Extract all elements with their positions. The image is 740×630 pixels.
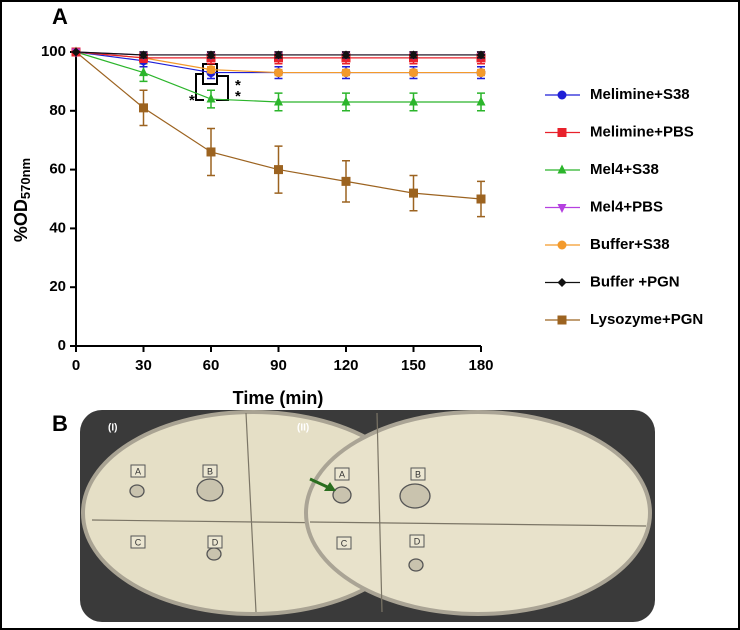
- marker: [206, 65, 216, 75]
- zone: [408, 558, 424, 572]
- y-axis-label: %OD570nm: [11, 158, 34, 242]
- legend-label: Buffer +PGN: [590, 273, 680, 290]
- x-tick-label: 90: [270, 357, 287, 374]
- legend-label: Lysozyme+PGN: [590, 311, 703, 328]
- marker: [409, 188, 418, 198]
- series: [71, 46, 486, 112]
- x-tick-label: 30: [135, 357, 152, 374]
- x-tick-label: 180: [468, 357, 493, 374]
- series: [71, 47, 486, 60]
- arrow-head: [324, 482, 336, 491]
- marker: [274, 68, 283, 78]
- x-tick-label: 0: [72, 357, 80, 374]
- zone: [206, 547, 222, 561]
- quadrant-box: [202, 464, 218, 478]
- marker: [206, 50, 216, 60]
- quadrant-label: C: [341, 538, 348, 548]
- x-tick-label: 150: [401, 357, 426, 374]
- plate-photo: [80, 410, 655, 622]
- quadrant-box: [409, 534, 425, 548]
- quadrant-label: D: [212, 537, 219, 547]
- legend-label: Buffer+S38: [590, 236, 670, 253]
- marker: [341, 96, 351, 106]
- quadrant-label: A: [339, 469, 345, 479]
- marker: [139, 67, 148, 77]
- marker: [557, 278, 567, 287]
- legend-label: Melimine+PBS: [590, 123, 694, 140]
- y-label-sub: 570nm: [18, 158, 33, 199]
- bracket-left: [195, 73, 204, 101]
- marker: [341, 176, 351, 186]
- marker: [341, 68, 351, 78]
- marker: [409, 96, 418, 106]
- y-tick-label: 0: [58, 337, 66, 354]
- plate-label: (I): [108, 423, 117, 434]
- marker: [476, 96, 486, 106]
- marker: [476, 194, 486, 204]
- quadrant-box: [130, 535, 146, 549]
- quadrant-box: [334, 467, 350, 481]
- marker: [139, 50, 148, 60]
- zone: [196, 478, 224, 502]
- zone: [332, 486, 352, 504]
- y-tick-label: 60: [49, 161, 66, 178]
- quadrant-box: [207, 535, 223, 549]
- marker: [274, 96, 283, 106]
- y-tick-label: 80: [49, 102, 66, 119]
- marker: [409, 68, 418, 78]
- annotation: *: [189, 92, 195, 109]
- zones: [129, 478, 431, 572]
- marker: [557, 90, 567, 100]
- zone: [399, 483, 431, 509]
- y-tick-label: 100: [41, 43, 66, 60]
- x-tick-label: 120: [333, 357, 358, 374]
- marker: [274, 165, 283, 175]
- marker: [476, 68, 486, 78]
- plate: [304, 410, 652, 616]
- panel-label: A: [52, 4, 68, 29]
- y-tick-label: 20: [49, 278, 66, 295]
- annotation: *: [235, 88, 241, 105]
- marker: [557, 204, 567, 213]
- marker: [476, 50, 486, 60]
- quadrant-box: [336, 536, 352, 550]
- marker: [206, 147, 216, 157]
- marker: [557, 240, 567, 250]
- marker: [274, 50, 283, 60]
- y-tick-label: 40: [49, 219, 66, 236]
- zone: [129, 484, 145, 498]
- marker: [206, 93, 216, 103]
- quadrant-label: D: [414, 536, 421, 546]
- legend-label: Mel4+PBS: [590, 198, 663, 215]
- x-axis-label: Time (min): [233, 388, 324, 408]
- marker: [557, 315, 567, 325]
- panel-label: B: [52, 411, 68, 436]
- marker: [139, 103, 148, 113]
- quadrant-label: C: [135, 537, 142, 547]
- marker: [71, 47, 81, 57]
- marker: [557, 164, 567, 174]
- y-label-main: %OD: [11, 199, 31, 242]
- quadrant-box: [410, 467, 426, 481]
- marker: [409, 50, 418, 60]
- plate-label: (II): [297, 423, 309, 434]
- x-tick-label: 60: [203, 357, 220, 374]
- annotation: *: [235, 77, 241, 94]
- legend-label: Melimine+S38: [590, 86, 690, 103]
- quadrant-label: B: [207, 466, 213, 476]
- marker: [341, 50, 351, 60]
- plate-divider: [309, 412, 647, 613]
- quadrant-label: A: [135, 466, 141, 476]
- legend-label: Mel4+S38: [590, 161, 659, 178]
- marker: [557, 128, 567, 137]
- quadrant-box: [130, 464, 146, 478]
- quadrant-label: B: [415, 469, 421, 479]
